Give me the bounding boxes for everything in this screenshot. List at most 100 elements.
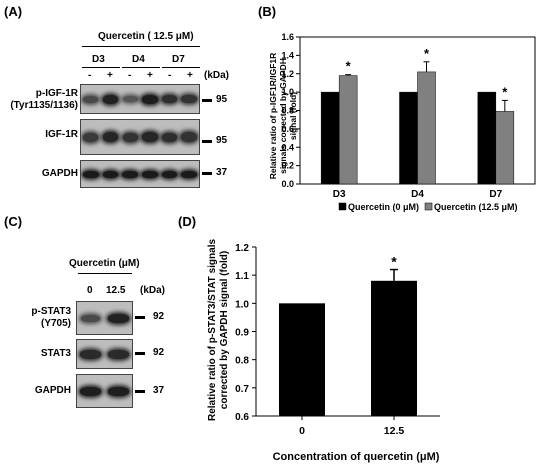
marker-tick: [202, 99, 212, 102]
panel-a-day-d4: D4: [132, 54, 145, 65]
blot-band: [81, 314, 101, 322]
panel-a-day-d3: D3: [92, 54, 105, 65]
y-tick-label: 1.2: [235, 243, 249, 254]
legend-swatch: [424, 202, 433, 211]
panel-c-kda-header: (kDa): [140, 285, 166, 296]
y-tick-label: 1.2: [281, 69, 294, 79]
blot-label-igf1r: IGF-1R: [45, 129, 78, 140]
y-tick-label: 1.0: [235, 299, 249, 310]
x-tick-label: D4: [411, 189, 424, 200]
panel-a-label: (A): [4, 4, 23, 19]
y-tick-label: 0.6: [281, 124, 294, 134]
x-tick-label: D7: [489, 189, 502, 200]
blot-p-stat3: [76, 301, 133, 335]
legend-swatch: [338, 202, 347, 211]
panel-c-treatment-line: [78, 273, 132, 274]
blot-stat3: [76, 339, 133, 369]
blot-band: [141, 94, 158, 104]
chart-b-ylabel: Relative ratio of p-IGF1R/IGF1R: [268, 53, 278, 180]
chart-d-ylabel: Relative ratio of p-STAT3/STAT signals: [207, 239, 218, 421]
blot-label-p-igf1r: p-IGF-1R: [35, 88, 78, 99]
chart-b-ylabel: signals corrected by GAPDH: [278, 58, 288, 174]
panel-a-d7-line: [162, 67, 200, 68]
panel-c-label: (C): [4, 214, 23, 229]
blot-band: [122, 170, 139, 178]
marker-tick: [135, 352, 145, 355]
blot-band: [181, 132, 198, 142]
blot-label-p-stat3-site: (Y705): [40, 318, 71, 329]
blot-band: [161, 170, 178, 178]
blot-kda-p-igf1r: 95: [216, 94, 228, 105]
blot-band: [162, 95, 177, 103]
blot-label-gapdh: GAPDH: [41, 168, 78, 179]
y-tick-label: 1.6: [281, 32, 294, 42]
y-tick-label: 0.9: [235, 328, 249, 339]
blot-band: [107, 313, 129, 323]
significance-mark: *: [346, 59, 352, 74]
legend-label: Quercetin (0 μM): [348, 202, 419, 212]
marker-tick: [135, 390, 145, 393]
blot-label-gapdh-c: GAPDH: [34, 385, 71, 396]
panel-a-kda-header: (kDa): [204, 70, 230, 81]
bar-d: [371, 280, 417, 416]
blot-band: [141, 170, 158, 178]
marker-tick: [202, 140, 212, 143]
panel-c-lane-0: 0: [87, 285, 93, 296]
chart-d-ylabel: corrected by GAPDH signal (fold): [219, 251, 230, 409]
y-tick-label: 0.8: [235, 356, 249, 367]
blot-band: [162, 132, 177, 142]
y-tick-label: 0.7: [235, 384, 249, 395]
blot-gapdh-c: [76, 374, 133, 408]
panel-a-treatment-line: [82, 46, 200, 47]
blot-band: [102, 94, 119, 104]
blot-band: [107, 349, 129, 359]
panel-a-day-d7: D7: [172, 54, 185, 65]
blot-band: [181, 95, 198, 103]
blot-band: [102, 132, 119, 142]
y-tick-label: 1.1: [235, 271, 249, 282]
marker-tick: [202, 172, 212, 175]
blot-kda-gapdh-c: 37: [153, 385, 165, 396]
lane-sign: +: [187, 70, 193, 81]
lane-sign: +: [107, 70, 113, 81]
significance-mark: *: [391, 254, 397, 270]
blot-band: [82, 170, 99, 178]
y-tick-label: 1.4: [281, 50, 294, 60]
blot-gapdh: [80, 160, 200, 188]
panel-a-d4-line: [122, 67, 160, 68]
y-tick-label: 0.0: [281, 179, 294, 189]
blot-label-p-stat3: p-STAT3: [31, 306, 71, 317]
blot-band: [83, 132, 99, 142]
lane-sign: -: [128, 70, 132, 81]
panel-d-label: (D): [178, 214, 197, 229]
legend-label: Quercetin (12.5 μM): [434, 202, 518, 212]
y-tick-label: 1.0: [281, 87, 294, 97]
blot-band: [80, 349, 102, 359]
panel-c-treatment: Quercetin (μM): [69, 258, 140, 269]
x-tick-label: 12.5: [384, 425, 405, 437]
chart-b-ylabel: signal (fold): [288, 92, 298, 140]
y-tick-label: 0.6: [235, 412, 249, 423]
lane-sign: -: [168, 70, 172, 81]
marker-tick: [135, 316, 145, 319]
blot-kda-p-stat3: 92: [153, 311, 165, 322]
lane-sign: +: [147, 70, 153, 81]
blot-label-p-igf1r-site: (Tyr1135/1136): [10, 100, 78, 111]
blot-band: [80, 386, 102, 396]
blot-kda-igf1r: 95: [216, 135, 228, 146]
blot-band: [122, 132, 138, 142]
blot-kda-stat3: 92: [153, 347, 165, 358]
panel-a-d3-line: [82, 67, 120, 68]
panel-b-label: (B): [258, 4, 277, 19]
blot-band: [141, 132, 158, 142]
x-tick-label: D3: [333, 189, 346, 200]
blot-kda-gapdh: 37: [216, 167, 228, 178]
blot-band: [102, 170, 119, 178]
blot-p-igf1r: [80, 84, 200, 114]
blot-band: [83, 95, 99, 103]
blot-label-stat3: STAT3: [40, 348, 71, 359]
significance-mark: *: [502, 84, 508, 99]
y-tick-label: 0.4: [281, 142, 294, 152]
